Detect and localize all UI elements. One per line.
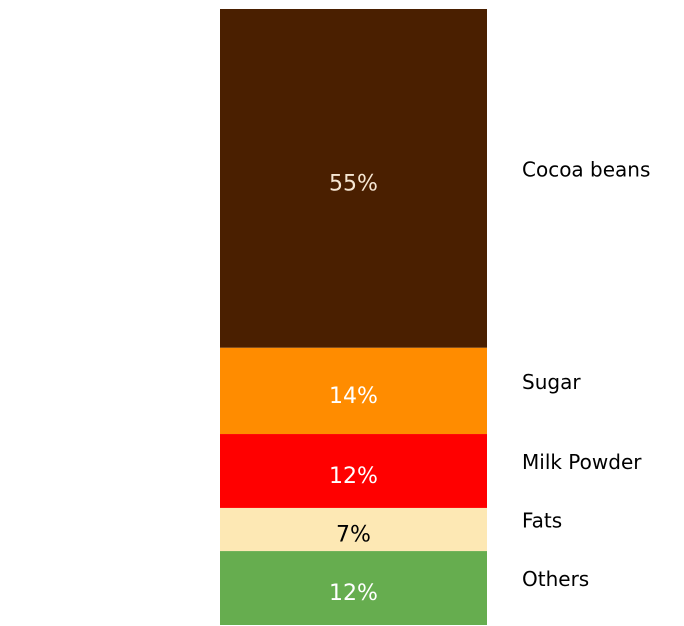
bar-segments <box>220 9 487 625</box>
legend-label-others: Others <box>522 567 589 591</box>
bar-segment-milk-powder <box>220 434 487 508</box>
data-label-milk-powder: 12% <box>329 464 378 489</box>
bar-segment-fats <box>220 507 487 552</box>
data-label-cocoa-beans: 55% <box>329 171 378 196</box>
bar-segment-sugar <box>220 347 487 435</box>
legend-label-cocoa-beans: Cocoa beans <box>522 157 650 181</box>
data-label-sugar: 14% <box>329 384 378 409</box>
legend: Cocoa beans Sugar Milk Powder Fats Others <box>522 157 650 591</box>
legend-label-milk-powder: Milk Powder <box>522 450 642 474</box>
data-label-others: 12% <box>329 581 378 606</box>
segment-data-labels: 55% 14% 12% 7% 12% <box>329 171 378 606</box>
data-label-fats: 7% <box>336 523 371 548</box>
bar-segment-cocoa-beans <box>220 9 487 348</box>
legend-label-fats: Fats <box>522 509 562 533</box>
legend-label-sugar: Sugar <box>522 370 581 394</box>
bar-segment-others <box>220 551 487 625</box>
